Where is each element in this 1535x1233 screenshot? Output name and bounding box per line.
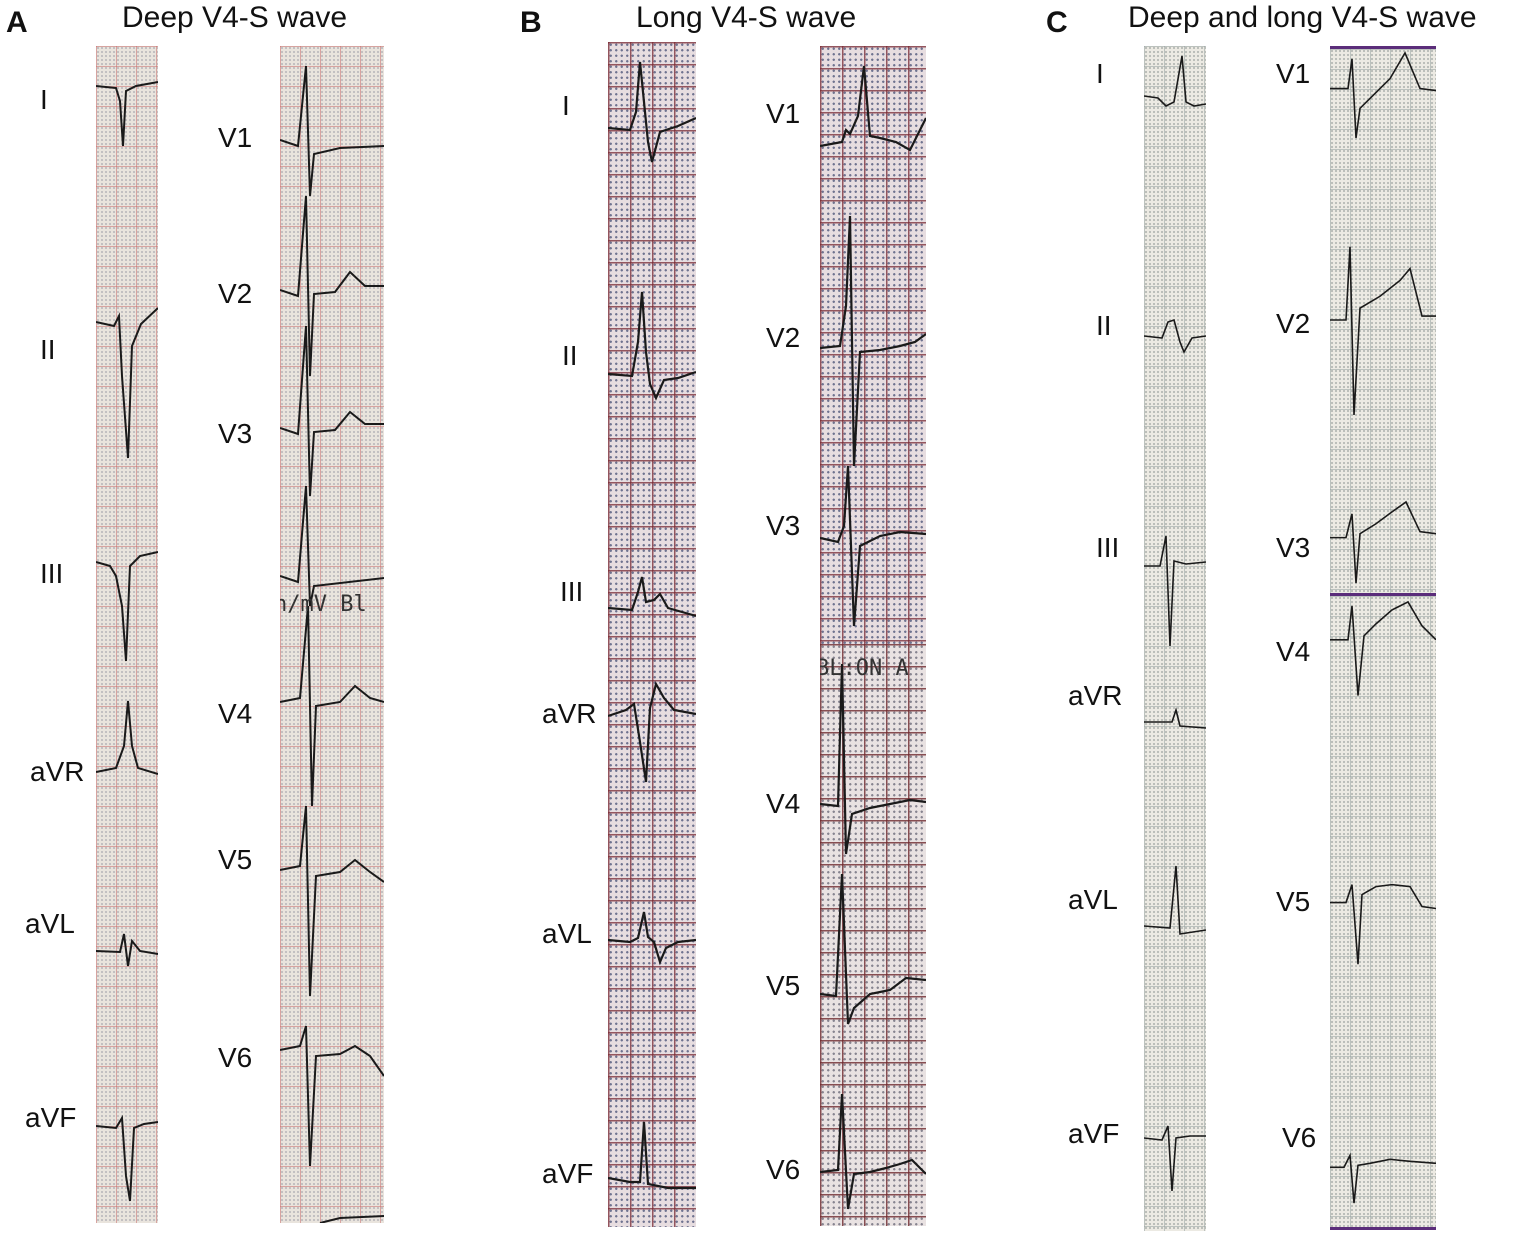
lead-label-i: I <box>562 90 570 121</box>
lead-label-v1: V1 <box>218 122 253 153</box>
ecg-trace <box>1330 51 1436 584</box>
lead-label-v5: V5 <box>1276 886 1311 917</box>
panel-b-chest-strip-upper <box>820 46 926 644</box>
panel-c-limb-strip <box>1144 46 1206 1231</box>
lead-label-v4: V4 <box>1276 636 1311 667</box>
lead-label-avf: aVF <box>25 1102 77 1133</box>
lead-label-v2: V2 <box>766 322 801 353</box>
lead-label-i: I <box>40 84 48 115</box>
lead-label-avr: aVR <box>30 756 85 787</box>
recorder-text: BL:ON A <box>820 656 909 681</box>
lead-label-v4: V4 <box>766 788 801 819</box>
lead-label-avl: aVL <box>25 908 75 939</box>
panel-b-chest-strip-lower: BL:ON A <box>820 644 926 1226</box>
lead-label-ii: II <box>562 340 578 371</box>
lead-label-avr: aVR <box>1068 680 1123 711</box>
lead-label-v5: V5 <box>218 844 253 875</box>
lead-label-ii: II <box>40 334 56 365</box>
lead-label-avl: aVL <box>542 918 592 949</box>
ecg-trace <box>96 81 158 1202</box>
lead-label-iii: III <box>40 558 64 589</box>
ecg-trace <box>608 61 696 1190</box>
lead-label-v1: V1 <box>766 98 801 129</box>
lead-label-v3: V3 <box>1276 532 1311 563</box>
panel-c-chest-strip-lower <box>1330 596 1436 1230</box>
lead-label-v2: V2 <box>218 278 253 309</box>
panel-c-chest-strip-upper <box>1330 46 1436 596</box>
ecg-trace <box>280 65 384 1223</box>
lead-label-iii: III <box>560 576 584 607</box>
lead-label-ii: II <box>1096 310 1112 341</box>
panel-title-c: Deep and long V4-S wave <box>1128 1 1477 34</box>
panel-a-limb-strip <box>96 46 158 1223</box>
lead-label-v4: V4 <box>218 698 253 729</box>
lead-label-v5: V5 <box>766 970 801 1001</box>
lead-label-v6: V6 <box>218 1042 253 1073</box>
lead-label-i: I <box>1096 58 1104 89</box>
lead-label-avl: aVL <box>1068 884 1118 915</box>
lead-label-v1: V1 <box>1276 58 1311 89</box>
lead-label-v3: V3 <box>766 510 801 541</box>
lead-label-avf: aVF <box>1068 1118 1120 1149</box>
lead-label-v6: V6 <box>766 1154 801 1185</box>
panel-b-limb-strip <box>608 42 696 1227</box>
panel-letter-a: A <box>6 6 28 39</box>
lead-label-v2: V2 <box>1276 308 1311 339</box>
lead-label-v3: V3 <box>218 418 253 449</box>
lead-label-avr: aVR <box>542 698 597 729</box>
ecg-trace <box>1144 55 1206 1192</box>
panel-letter-c: C <box>1046 6 1068 39</box>
lead-label-v6: V6 <box>1282 1122 1317 1153</box>
recorder-text: n/mV Bl <box>280 592 367 617</box>
panel-title-a: Deep V4-S wave <box>122 1 348 34</box>
ecg-trace <box>820 663 926 1210</box>
panel-letter-b: B <box>520 6 542 39</box>
ecg-trace <box>1330 600 1436 1204</box>
panel-a-chest-strip: n/mV Bl <box>280 46 384 1223</box>
lead-label-iii: III <box>1096 532 1120 563</box>
lead-label-avf: aVF <box>542 1158 594 1189</box>
panel-title-b: Long V4-S wave <box>636 1 857 34</box>
ecg-trace <box>820 65 926 627</box>
